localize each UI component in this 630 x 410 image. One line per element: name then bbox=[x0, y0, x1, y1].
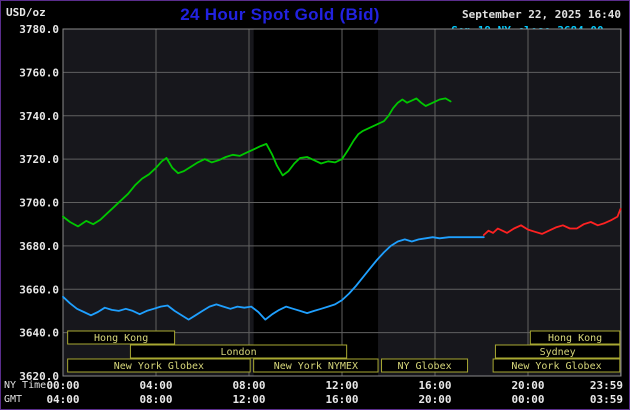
x-tick-label-ny: 23:59 bbox=[590, 379, 623, 392]
y-tick-label: 3660.0 bbox=[19, 283, 59, 296]
session-box bbox=[492, 358, 621, 373]
y-axis-unit-label: USD/oz bbox=[6, 6, 46, 19]
x-tick-label-ny: 08:00 bbox=[232, 379, 265, 392]
session-label: New York Globex bbox=[511, 361, 601, 372]
session-box bbox=[67, 358, 251, 373]
series-line-sep21-sunday bbox=[482, 208, 622, 236]
session-label: Hong Kong bbox=[548, 333, 602, 344]
session-label: Sydney bbox=[540, 347, 576, 358]
x-tick-label-gmt: 20:00 bbox=[418, 393, 451, 406]
y-tick-label: 3680.0 bbox=[19, 240, 59, 253]
x-tick-label-gmt: 00:00 bbox=[511, 393, 544, 406]
datetime-label: September 22, 2025 16:40 bbox=[462, 8, 621, 21]
y-tick-label: 3700.0 bbox=[19, 197, 59, 210]
x-tick-label-ny: 04:00 bbox=[139, 379, 172, 392]
session-label: Hong Kong bbox=[94, 333, 148, 344]
x-tick-label-ny: 16:00 bbox=[418, 379, 451, 392]
y-tick-label: 3620.0 bbox=[19, 370, 59, 383]
session-box bbox=[129, 344, 348, 359]
x-tick-label-gmt: 04:00 bbox=[46, 393, 79, 406]
ny-time-axis-label: NY Time bbox=[4, 380, 47, 391]
x-tick-label-ny: 12:00 bbox=[325, 379, 358, 392]
y-tick-label: 3640.0 bbox=[19, 327, 59, 340]
chart-title: 24 Hour Spot Gold (Bid) bbox=[180, 5, 380, 24]
x-tick-label-ny: 00:00 bbox=[46, 379, 79, 392]
y-tick-label: 3780.0 bbox=[19, 23, 59, 36]
session-box bbox=[381, 358, 469, 373]
x-tick-label-gmt: 08:00 bbox=[139, 393, 172, 406]
session-label: London bbox=[220, 347, 256, 358]
session-box bbox=[529, 330, 621, 345]
y-tick-label: 3760.0 bbox=[19, 66, 59, 79]
series-line-sep22-current bbox=[62, 97, 452, 228]
y-tick-label: 3720.0 bbox=[19, 153, 59, 166]
series-line-sep19-ny-close bbox=[62, 236, 485, 321]
x-tick-label-gmt: 16:00 bbox=[325, 393, 358, 406]
session-label: New York NYMEX bbox=[274, 361, 358, 372]
session-box bbox=[67, 330, 176, 345]
x-tick-label-gmt: 12:00 bbox=[232, 393, 265, 406]
session-label: New York Globex bbox=[114, 361, 204, 372]
x-tick-label-gmt: 03:59 bbox=[590, 393, 623, 406]
session-box bbox=[253, 358, 379, 373]
x-tick-label-ny: 20:00 bbox=[511, 379, 544, 392]
session-label: NY Globex bbox=[397, 361, 451, 372]
session-box bbox=[494, 344, 621, 359]
plot-border bbox=[62, 28, 622, 377]
gmt-axis-label: GMT bbox=[4, 394, 23, 405]
y-tick-label: 3740.0 bbox=[19, 110, 59, 123]
